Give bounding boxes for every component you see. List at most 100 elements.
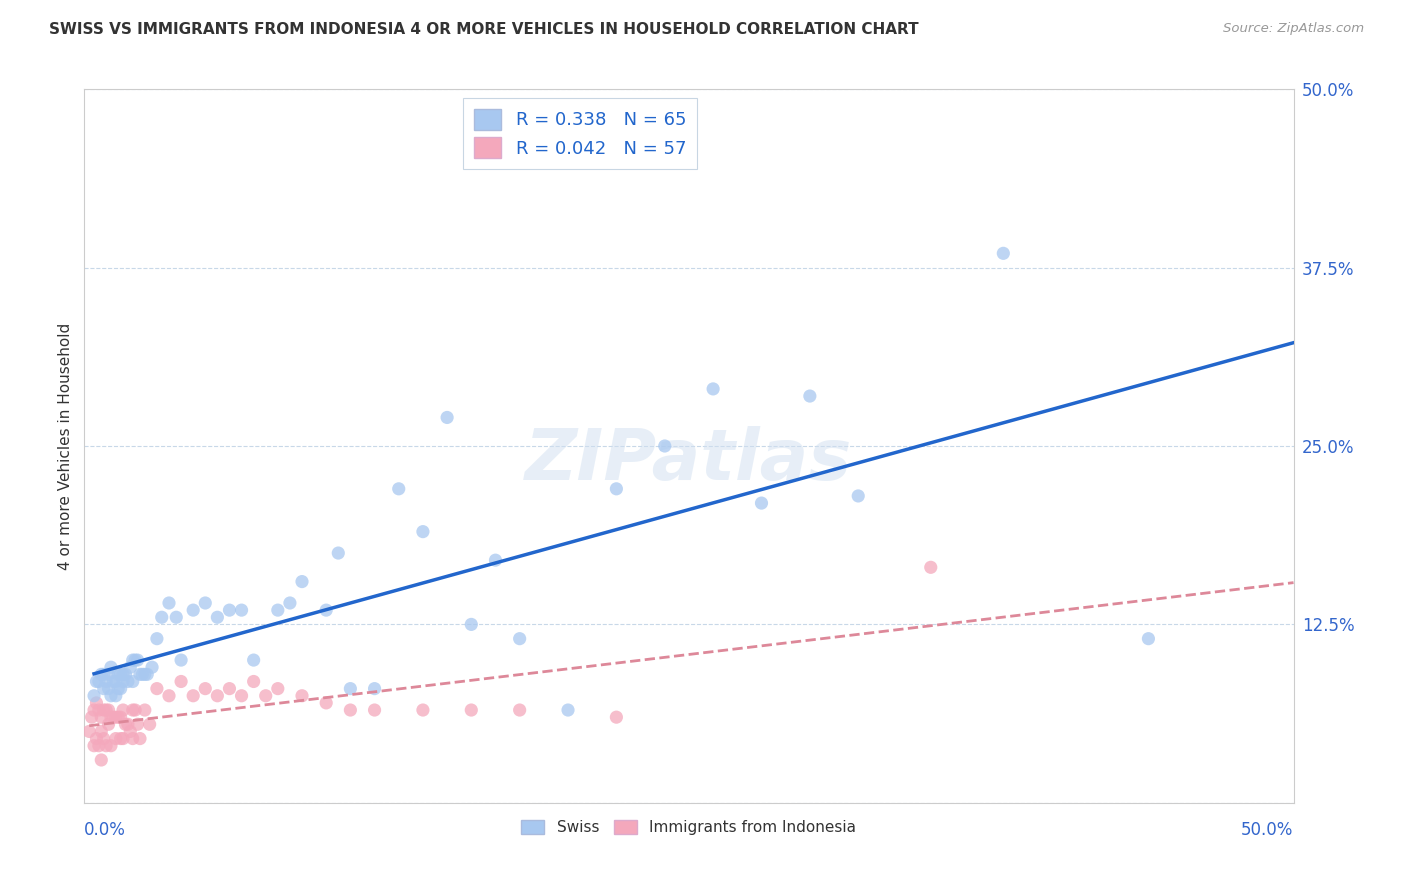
Point bbox=[242, 674, 264, 689]
Point bbox=[86, 696, 108, 710]
Point bbox=[83, 703, 105, 717]
Point bbox=[291, 689, 314, 703]
Point bbox=[112, 674, 135, 689]
Point bbox=[94, 674, 117, 689]
Point bbox=[484, 553, 506, 567]
Point bbox=[97, 717, 120, 731]
Point bbox=[86, 731, 108, 746]
Point bbox=[799, 389, 821, 403]
Text: SWISS VS IMMIGRANTS FROM INDONESIA 4 OR MORE VEHICLES IN HOUSEHOLD CORRELATION C: SWISS VS IMMIGRANTS FROM INDONESIA 4 OR … bbox=[49, 22, 920, 37]
Point bbox=[315, 696, 337, 710]
Point bbox=[110, 681, 132, 696]
Point bbox=[751, 496, 773, 510]
Point bbox=[131, 667, 153, 681]
Point bbox=[86, 674, 108, 689]
Point bbox=[93, 731, 115, 746]
Point bbox=[557, 703, 579, 717]
Point bbox=[920, 560, 942, 574]
Point bbox=[146, 632, 169, 646]
Point bbox=[605, 710, 627, 724]
Point bbox=[124, 653, 146, 667]
Point bbox=[339, 681, 361, 696]
Point bbox=[412, 524, 434, 539]
Point bbox=[509, 703, 531, 717]
Point bbox=[104, 731, 127, 746]
Point bbox=[110, 710, 132, 724]
Point bbox=[509, 632, 531, 646]
Point bbox=[90, 753, 112, 767]
Point bbox=[157, 596, 180, 610]
Point bbox=[846, 489, 869, 503]
Point bbox=[100, 660, 122, 674]
Point bbox=[100, 710, 122, 724]
Y-axis label: 4 or more Vehicles in Household: 4 or more Vehicles in Household bbox=[58, 322, 73, 570]
Point bbox=[97, 681, 120, 696]
Point bbox=[100, 739, 122, 753]
Point bbox=[100, 689, 122, 703]
Point bbox=[120, 660, 142, 674]
Point bbox=[134, 703, 156, 717]
Point bbox=[194, 681, 217, 696]
Point bbox=[129, 731, 152, 746]
Point bbox=[127, 717, 149, 731]
Point bbox=[363, 681, 385, 696]
Point bbox=[87, 703, 110, 717]
Point bbox=[993, 246, 1015, 260]
Point bbox=[83, 739, 105, 753]
Point bbox=[90, 667, 112, 681]
Text: 50.0%: 50.0% bbox=[1241, 821, 1294, 838]
Point bbox=[315, 603, 337, 617]
Point bbox=[117, 717, 139, 731]
Point bbox=[267, 681, 290, 696]
Point bbox=[114, 717, 136, 731]
Point bbox=[231, 603, 253, 617]
Point bbox=[93, 681, 115, 696]
Point bbox=[87, 674, 110, 689]
Point bbox=[181, 689, 204, 703]
Point bbox=[181, 603, 204, 617]
Point bbox=[412, 703, 434, 717]
Point bbox=[107, 681, 129, 696]
Point bbox=[231, 689, 253, 703]
Point bbox=[110, 731, 132, 746]
Point bbox=[121, 703, 143, 717]
Point bbox=[207, 610, 229, 624]
Point bbox=[460, 617, 482, 632]
Point bbox=[157, 689, 180, 703]
Point bbox=[141, 660, 163, 674]
Point bbox=[97, 703, 120, 717]
Point bbox=[150, 610, 173, 624]
Point bbox=[291, 574, 314, 589]
Point bbox=[605, 482, 627, 496]
Point bbox=[93, 703, 115, 717]
Point bbox=[170, 674, 193, 689]
Point bbox=[90, 710, 112, 724]
Point bbox=[436, 410, 458, 425]
Point bbox=[146, 681, 169, 696]
Point bbox=[363, 703, 385, 717]
Point bbox=[278, 596, 301, 610]
Text: 0.0%: 0.0% bbox=[84, 821, 127, 838]
Point bbox=[107, 710, 129, 724]
Point bbox=[267, 603, 290, 617]
Point bbox=[136, 667, 159, 681]
Point bbox=[194, 596, 217, 610]
Point bbox=[112, 667, 135, 681]
Point bbox=[121, 731, 143, 746]
Point bbox=[218, 681, 240, 696]
Point bbox=[134, 667, 156, 681]
Point bbox=[117, 674, 139, 689]
Point bbox=[107, 667, 129, 681]
Point bbox=[124, 703, 146, 717]
Text: ZIPatlas: ZIPatlas bbox=[526, 425, 852, 495]
Point bbox=[121, 674, 143, 689]
Point bbox=[242, 653, 264, 667]
Point bbox=[207, 689, 229, 703]
Point bbox=[328, 546, 350, 560]
Point bbox=[77, 724, 100, 739]
Point bbox=[138, 717, 160, 731]
Point bbox=[93, 667, 115, 681]
Point bbox=[654, 439, 676, 453]
Point bbox=[103, 674, 125, 689]
Point bbox=[120, 724, 142, 739]
